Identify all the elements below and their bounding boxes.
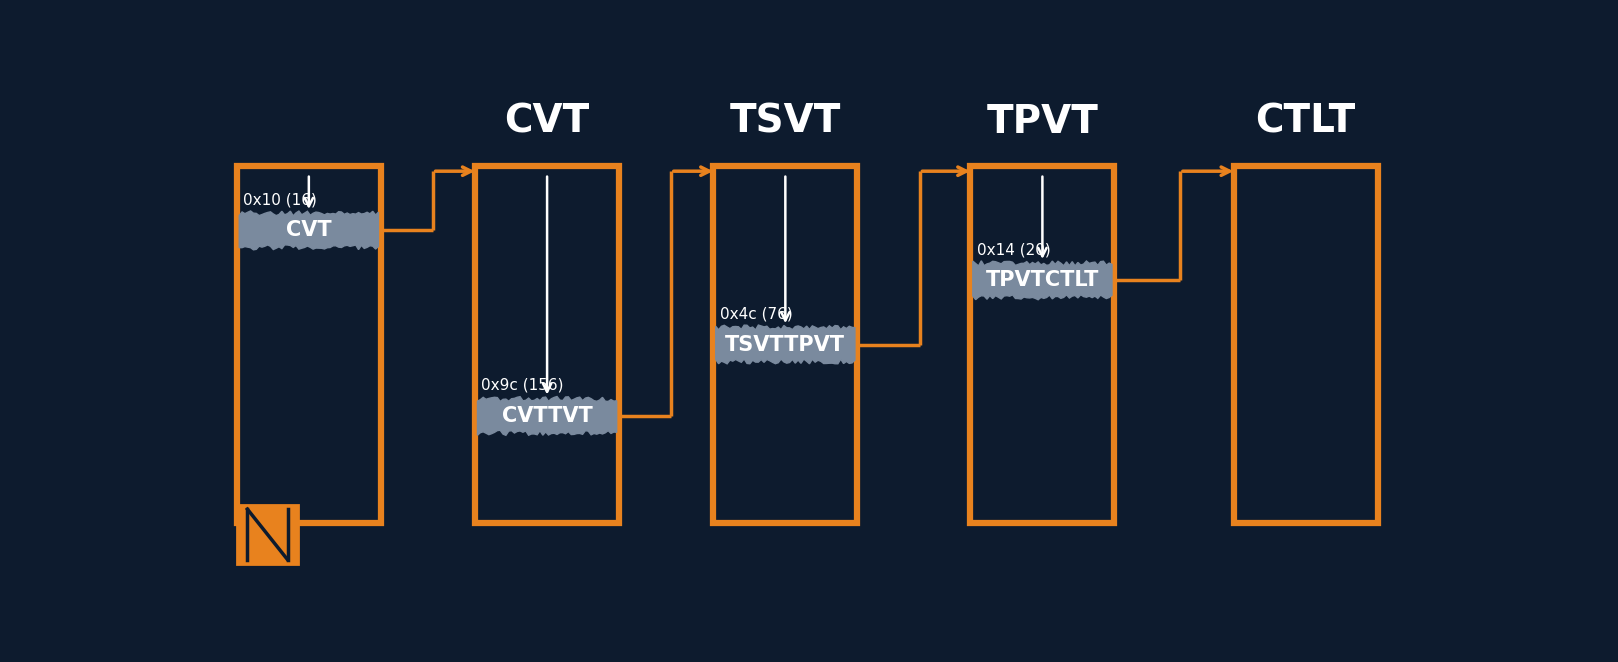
Bar	[476, 166, 620, 523]
Text: TPVTCTLT: TPVTCTLT	[985, 270, 1099, 290]
Text: CVT: CVT	[505, 103, 589, 140]
Bar	[238, 505, 298, 564]
Text: TSVT: TSVT	[730, 103, 841, 140]
Text: CVTTVT: CVTTVT	[502, 406, 592, 426]
Polygon shape	[715, 325, 854, 364]
Text: CTLT: CTLT	[1256, 103, 1356, 140]
Bar	[1233, 166, 1379, 523]
Bar	[236, 166, 380, 523]
Polygon shape	[239, 211, 379, 250]
Text: 0x4c (76): 0x4c (76)	[720, 307, 793, 322]
Text: 0x9c (156): 0x9c (156)	[481, 378, 563, 393]
Polygon shape	[477, 397, 616, 436]
Bar	[971, 166, 1115, 523]
Bar	[714, 166, 858, 523]
Text: 0x10 (16): 0x10 (16)	[243, 192, 317, 207]
Text: CVT: CVT	[286, 220, 332, 240]
Text: TSVTTPVT: TSVTTPVT	[725, 334, 845, 355]
Text: TPVT: TPVT	[987, 103, 1099, 140]
Text: 0x14 (20): 0x14 (20)	[977, 242, 1050, 258]
Polygon shape	[972, 261, 1112, 300]
